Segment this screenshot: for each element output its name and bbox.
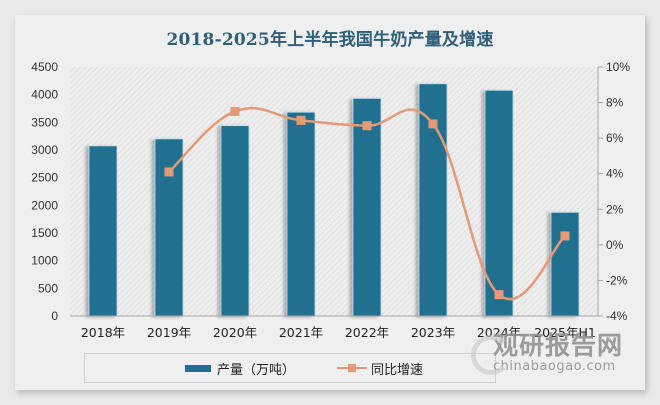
- growth-marker[interactable]: [494, 290, 504, 300]
- growth-marker[interactable]: [230, 106, 240, 116]
- x-axis-tick: 2023年: [411, 325, 455, 340]
- right-axis-tick: 10%: [606, 60, 630, 74]
- left-axis-tick: 4500: [31, 60, 58, 74]
- left-axis-tick: 3500: [31, 115, 58, 129]
- legend-item-growth[interactable]: 同比增速: [337, 354, 423, 382]
- left-axis-tick: 0: [51, 309, 58, 323]
- legend-label-growth: 同比增速: [371, 362, 424, 378]
- right-axis-tick: 6%: [606, 131, 624, 145]
- watermark-en: chinabaogao.com: [493, 359, 616, 374]
- growth-marker[interactable]: [560, 231, 570, 241]
- x-axis-tick: 2020年: [213, 325, 257, 340]
- bar[interactable]: [484, 89, 514, 317]
- plot-area: 0 500 1000 1500 2000 2500 3000 3500 4000 4500 -4% -…: [31, 60, 630, 340]
- right-axis-tick: 2%: [606, 202, 624, 216]
- bar[interactable]: [154, 138, 184, 317]
- bar[interactable]: [88, 145, 118, 317]
- legend: 产量（万吨） 同比增速: [84, 353, 496, 383]
- right-axis-tick: 4%: [606, 167, 624, 181]
- right-axis-tick: 0%: [606, 238, 624, 252]
- x-axis-tick: 2022年: [345, 325, 389, 340]
- legend-item-production[interactable]: 产量（万吨）: [185, 354, 295, 382]
- chart-title: 2018-2025年上半年我国牛奶产量及增速: [166, 30, 494, 50]
- growth-marker[interactable]: [428, 119, 438, 129]
- right-axis-tick: 8%: [606, 96, 624, 110]
- right-axis-tick: -4%: [606, 309, 628, 323]
- x-axis-tick: 2025年H1: [534, 325, 596, 340]
- right-axis-tick: -2%: [606, 273, 628, 287]
- bar[interactable]: [352, 98, 382, 317]
- left-axis-tick: 2500: [31, 171, 58, 185]
- x-axis-tick: 2021年: [279, 325, 323, 340]
- bar-swatch-icon: [185, 364, 211, 372]
- left-axis-tick: 1000: [31, 254, 58, 268]
- bar[interactable]: [220, 125, 250, 317]
- growth-marker[interactable]: [164, 167, 174, 177]
- left-axis-tick: 500: [38, 281, 58, 295]
- watermark: 观研报告网 chinabaogao.com: [471, 331, 624, 375]
- line-swatch-icon: [337, 363, 367, 373]
- x-axis-tick: 2019年: [147, 325, 191, 340]
- bar[interactable]: [286, 111, 316, 317]
- bar[interactable]: [550, 211, 580, 317]
- watermark-logo-icon: [471, 335, 511, 375]
- legend-label-production: 产量（万吨）: [217, 362, 296, 378]
- bar[interactable]: [418, 83, 448, 317]
- growth-marker[interactable]: [296, 115, 306, 125]
- left-axis-tick: 3000: [31, 143, 58, 157]
- left-axis-tick: 2000: [31, 198, 58, 212]
- watermark-cn: 观研报告网: [493, 331, 624, 360]
- plot-background: [70, 67, 598, 316]
- x-axis-tick: 2018年: [81, 325, 125, 340]
- growth-marker[interactable]: [362, 121, 372, 131]
- left-axis-tick: 1500: [31, 226, 58, 240]
- left-axis-tick: 4000: [31, 88, 58, 102]
